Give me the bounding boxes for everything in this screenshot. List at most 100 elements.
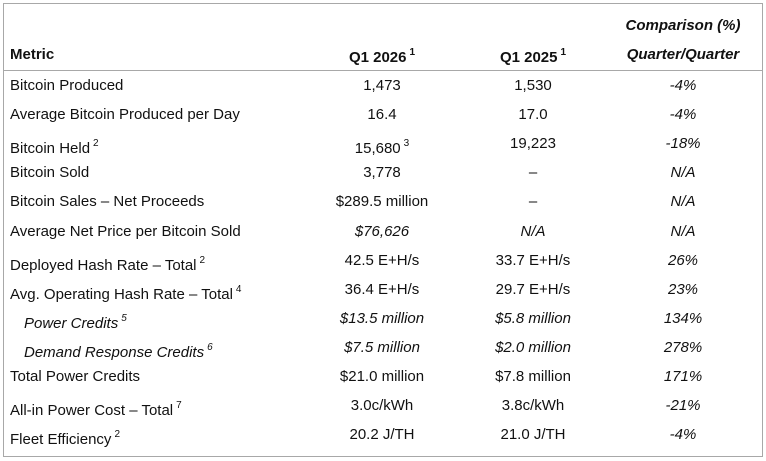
value-change-text: -4% [669,77,697,94]
metric-label: Avg. Operating Hash Rate – Total 4 [10,279,242,303]
value-change: -4% [598,75,766,97]
value-q1-2025-text: $5.8 million [495,309,571,327]
footnote-marker: 2 [114,429,120,441]
metric-label: Deployed Hash Rate – Total 2 [10,250,205,274]
header-q1-2026: Q1 2026 1 [297,42,467,66]
value-q1-2026: 3,778 [297,162,467,184]
value-q1-2025-text: 33.7 E+H/s [495,251,571,269]
metric-label-text: Bitcoin Sold [10,164,90,182]
footnote-marker: 4 [235,283,242,295]
metric-label-text: All-in Power Cost – Total [10,402,174,420]
header-comparison-sub-text: Quarter/Quarter [626,46,740,63]
value-q1-2026: 15,680 3 [297,133,467,158]
footnote-marker: 2 [93,138,99,150]
value-change: N/A [598,162,766,184]
value-q1-2025-text: 29.7 E+H/s [495,280,571,298]
value-change: 278% [598,337,766,359]
value-q1-2025: – [448,162,618,184]
value-q1-2025-text: $2.0 million [495,338,571,356]
value-change: 26% [598,250,766,272]
value-q1-2025-text: $7.8 million [495,368,571,385]
metric-label: Bitcoin Sales – Net Proceeds [10,191,204,213]
value-q1-2026: 16.4 [297,104,467,126]
header-comparison-sub: Quarter/Quarter [598,44,766,66]
value-q1-2026: $21.0 million [297,366,467,388]
value-change-text: -21% [665,397,701,415]
value-change: N/A [598,221,766,243]
footnote-marker: 3 [403,138,410,150]
value-q1-2025: $7.8 million [448,366,618,388]
metric-label: Demand Response Credits 6 [24,337,213,361]
value-change-text: 134% [663,309,703,327]
metric-label: Average Bitcoin Produced per Day [10,104,240,126]
value-change-text: -4% [669,106,697,124]
value-q1-2026-text: $21.0 million [339,368,425,385]
metric-label: Average Net Price per Bitcoin Sold [10,221,241,243]
metric-label-text: Deployed Hash Rate – Total [10,256,197,274]
metric-label: All-in Power Cost – Total 7 [10,395,182,420]
header-comparison-text: Comparison (%) [625,17,741,34]
value-q1-2026-text: 3,778 [363,164,401,182]
value-q1-2025-text: – [528,164,538,182]
value-q1-2026-text: 42.5 E+H/s [344,251,420,269]
value-q1-2025: – [448,191,618,213]
metric-label-text: Fleet Efficiency [10,431,112,449]
value-change-text: 171% [663,368,703,385]
value-q1-2025: 17.0 [448,104,618,126]
value-q1-2026-text: 20.2 J/TH [349,426,415,444]
value-change-text: N/A [670,193,696,211]
value-q1-2025: 33.7 E+H/s [448,250,618,272]
value-q1-2026: 20.2 J/TH [297,424,467,446]
metric-label: Bitcoin Held 2 [10,133,99,158]
header-rule [4,70,762,71]
header-q1-2026-text: Q1 2026 [348,49,407,66]
metric-label: Total Power Credits [10,366,140,388]
metric-label-text: Bitcoin Produced [10,77,124,94]
footnote-marker: 1 [409,47,416,58]
value-change: -4% [598,104,766,126]
value-q1-2025: $2.0 million [448,337,618,359]
value-change: 23% [598,279,766,301]
value-q1-2025-text: 3.8c/kWh [501,397,565,415]
value-q1-2026-text: 3.0c/kWh [350,397,414,415]
value-q1-2025-text: 21.0 J/TH [500,426,566,444]
value-q1-2026-text: 16.4 [367,106,397,124]
value-q1-2025: 29.7 E+H/s [448,279,618,301]
value-q1-2026: $289.5 million [297,191,467,213]
value-q1-2026: 42.5 E+H/s [297,250,467,272]
metric-label-text: Average Net Price per Bitcoin Sold [10,222,241,240]
metric-label-text: Total Power Credits [10,368,141,385]
metric-label: Bitcoin Sold [10,162,89,184]
value-q1-2025: 21.0 J/TH [448,424,618,446]
metric-label: Fleet Efficiency 2 [10,424,120,449]
value-q1-2025: $5.8 million [448,308,618,330]
metric-label-text: Bitcoin Held [10,140,91,158]
value-q1-2025-text: N/A [520,222,546,240]
header-q1-2025: Q1 2025 1 [448,42,618,66]
value-change-text: 23% [667,280,699,298]
value-q1-2025-text: – [528,193,538,211]
value-change: -18% [598,133,766,155]
value-q1-2026: $76,626 [297,221,467,243]
footnote-marker: 7 [176,400,182,412]
value-q1-2026: $13.5 million [297,308,467,330]
value-change: 171% [598,366,766,388]
value-change: 134% [598,308,766,330]
value-q1-2025-text: 1,530 [514,77,552,94]
header-q1-2025-text: Q1 2025 [499,49,558,66]
value-change-text: 278% [663,338,703,356]
value-q1-2026-text: $289.5 million [335,193,429,211]
value-q1-2026-text: 1,473 [363,77,401,94]
metric-label: Power Credits 5 [24,308,127,332]
value-q1-2026-text: 15,680 [354,140,401,158]
value-change: -21% [598,395,766,417]
value-q1-2025-text: 19,223 [510,135,556,153]
value-q1-2026: 1,473 [297,75,467,97]
value-q1-2026-text: $13.5 million [339,309,425,327]
value-q1-2026: 36.4 E+H/s [297,279,467,301]
value-q1-2025: 19,223 [448,133,618,155]
header-metric: Metric [10,44,54,66]
header-metric-text: Metric [10,46,55,63]
metric-label: Bitcoin Produced [10,75,123,97]
